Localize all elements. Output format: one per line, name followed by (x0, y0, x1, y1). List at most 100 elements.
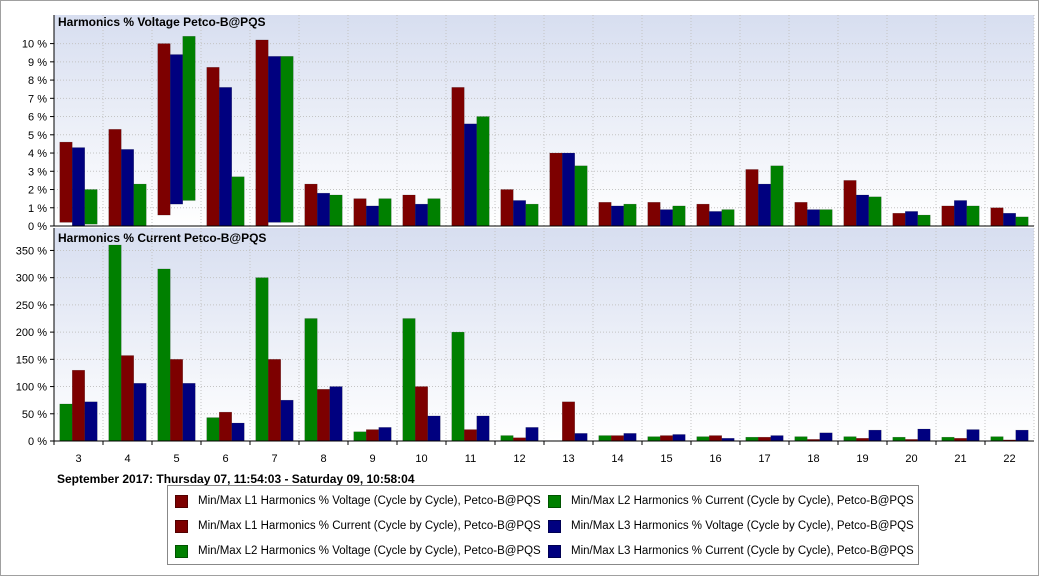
x-tick-label: 11 (465, 453, 476, 465)
current-bar-l3-h12 (525, 427, 539, 442)
current-bar-l3-h21 (966, 429, 980, 442)
current-bar-l1-h6 (219, 411, 232, 442)
voltage-bar-l2-h9 (378, 198, 392, 227)
current-bar-l3-h15 (672, 434, 686, 442)
current-bar-l2-h12 (500, 435, 514, 442)
current-bar-l2-h19 (843, 436, 857, 442)
x-tick-label: 9 (369, 453, 375, 465)
current-bar-l1-h13 (562, 401, 575, 442)
current-bar-l2-h18 (794, 436, 808, 442)
current-bar-l1-h5 (170, 359, 183, 442)
voltage-bar-l2-h16 (721, 209, 735, 227)
current-bar-l3-h13 (574, 433, 588, 442)
voltage-bar-l3-h21 (954, 200, 967, 227)
voltage-bar-l3-h20 (905, 211, 918, 227)
current-bar-l2-h5 (157, 268, 171, 442)
voltage-bar-l1-h15 (647, 202, 661, 227)
voltage-bar-l1-h8 (304, 183, 318, 227)
current-bar-l1-h17 (758, 436, 771, 442)
legend-item: Min/Max L3 Harmonics % Current (Cycle by… (548, 544, 914, 558)
current-bar-l2-h20 (892, 436, 906, 442)
current-bar-l1-h14 (611, 435, 624, 442)
voltage-chart-title: Harmonics % Voltage Petco-B@PQS (58, 15, 266, 29)
x-tick-label: 15 (660, 453, 672, 465)
current-y-tick-label: 300 % (16, 273, 47, 285)
voltage-y-tick-label: 6 % (28, 112, 47, 124)
current-bar-l2-h4 (108, 244, 122, 442)
current-bar-l3-h22 (1015, 429, 1029, 442)
voltage-bar-l2-h11 (476, 116, 490, 227)
x-tick-label: 17 (758, 453, 770, 465)
current-bar-l2-h21 (941, 436, 955, 442)
current-bar-l1-h16 (709, 435, 722, 442)
legend-label: Min/Max L3 Harmonics % Current (Cycle by… (571, 545, 914, 557)
voltage-bar-l3-h22 (1003, 212, 1016, 227)
voltage-bar-l1-h5 (157, 43, 171, 216)
voltage-bar-l1-h4 (108, 129, 122, 227)
legend-item: Min/Max L3 Harmonics % Voltage (Cycle by… (548, 519, 914, 533)
voltage-bar-l3-h7 (268, 56, 281, 223)
legend-label: Min/Max L1 Harmonics % Voltage (Cycle by… (198, 495, 541, 507)
legend-swatch (548, 544, 561, 558)
voltage-bar-l3-h14 (611, 205, 624, 227)
current-y-tick-label: 50 % (22, 409, 47, 421)
voltage-bar-l1-h18 (794, 202, 808, 227)
x-tick-label: 13 (562, 453, 574, 465)
time-period-label: September 2017: Thursday 07, 11:54:03 - … (57, 472, 415, 486)
legend-swatch (175, 519, 188, 533)
voltage-bar-l1-h3 (59, 141, 73, 223)
legend: Min/Max L1 Harmonics % Voltage (Cycle by… (167, 485, 919, 565)
voltage-bar-l3-h12 (513, 200, 526, 227)
voltage-bar-l2-h19 (868, 196, 882, 227)
legend-label: Min/Max L2 Harmonics % Current (Cycle by… (571, 495, 914, 507)
voltage-bar-l3-h15 (660, 209, 673, 227)
current-bar-l3-h10 (427, 415, 441, 442)
current-bar-l2-h11 (451, 331, 465, 442)
voltage-bar-l2-h15 (672, 205, 686, 227)
voltage-bar-l1-h13 (549, 152, 563, 227)
voltage-bar-l2-h12 (525, 203, 539, 227)
current-bar-l1-h11 (464, 429, 477, 442)
harmonics-chart: Harmonics % Voltage Petco-B@PQS 0 % 1 % 2 %… (16, 15, 1035, 465)
voltage-bar-l3-h6 (219, 87, 232, 227)
current-bar-l2-h22 (990, 436, 1004, 442)
voltage-bar-l2-h4 (133, 183, 147, 227)
current-chart-title: Harmonics % Current Petco-B@PQS (58, 231, 266, 245)
voltage-y-tick-label: 3 % (28, 166, 47, 178)
x-tick-label: 21 (954, 453, 966, 465)
voltage-bar-l1-h9 (353, 198, 367, 227)
current-y-tick-label: 250 % (16, 300, 47, 312)
voltage-bar-l2-h18 (819, 209, 833, 227)
voltage-y-tick-label: 2 % (28, 185, 47, 197)
voltage-bar-l1-h10 (402, 194, 416, 227)
x-tick-label: 22 (1003, 453, 1015, 465)
voltage-bar-l1-h6 (206, 67, 220, 227)
current-bar-l3-h6 (231, 422, 245, 442)
voltage-bar-l3-h17 (758, 183, 771, 227)
x-tick-label: 7 (271, 453, 277, 465)
voltage-bar-l2-h14 (623, 203, 637, 227)
current-y-tick-label: 150 % (16, 354, 47, 366)
voltage-bar-l1-h22 (990, 207, 1004, 227)
legend-swatch (175, 494, 188, 508)
x-tick-label: 4 (124, 453, 130, 465)
x-tick-label: 5 (173, 453, 179, 465)
current-bar-l1-h7 (268, 359, 281, 442)
current-bar-l1-h3 (72, 369, 85, 442)
current-bar-l3-h8 (329, 386, 343, 442)
legend-label: Min/Max L2 Harmonics % Voltage (Cycle by… (198, 545, 541, 557)
voltage-bar-l2-h5 (182, 36, 196, 201)
voltage-harmonics-panel: Harmonics % Voltage Petco-B@PQS 0 % 1 % 2 %… (22, 15, 1035, 233)
x-tick-label: 3 (75, 453, 81, 465)
voltage-y-tick-label: 8 % (28, 75, 47, 87)
voltage-bar-l2-h13 (574, 165, 588, 227)
voltage-y-tick-label: 9 % (28, 57, 47, 69)
current-bar-l3-h7 (280, 399, 294, 442)
current-bar-l2-h7 (255, 277, 269, 442)
current-bar-l1-h4 (121, 355, 134, 442)
current-bar-l2-h10 (402, 318, 416, 442)
current-bar-l3-h4 (133, 383, 147, 442)
voltage-bar-l1-h17 (745, 169, 759, 227)
voltage-bar-l2-h17 (770, 165, 784, 227)
current-bar-l2-h8 (304, 318, 318, 442)
